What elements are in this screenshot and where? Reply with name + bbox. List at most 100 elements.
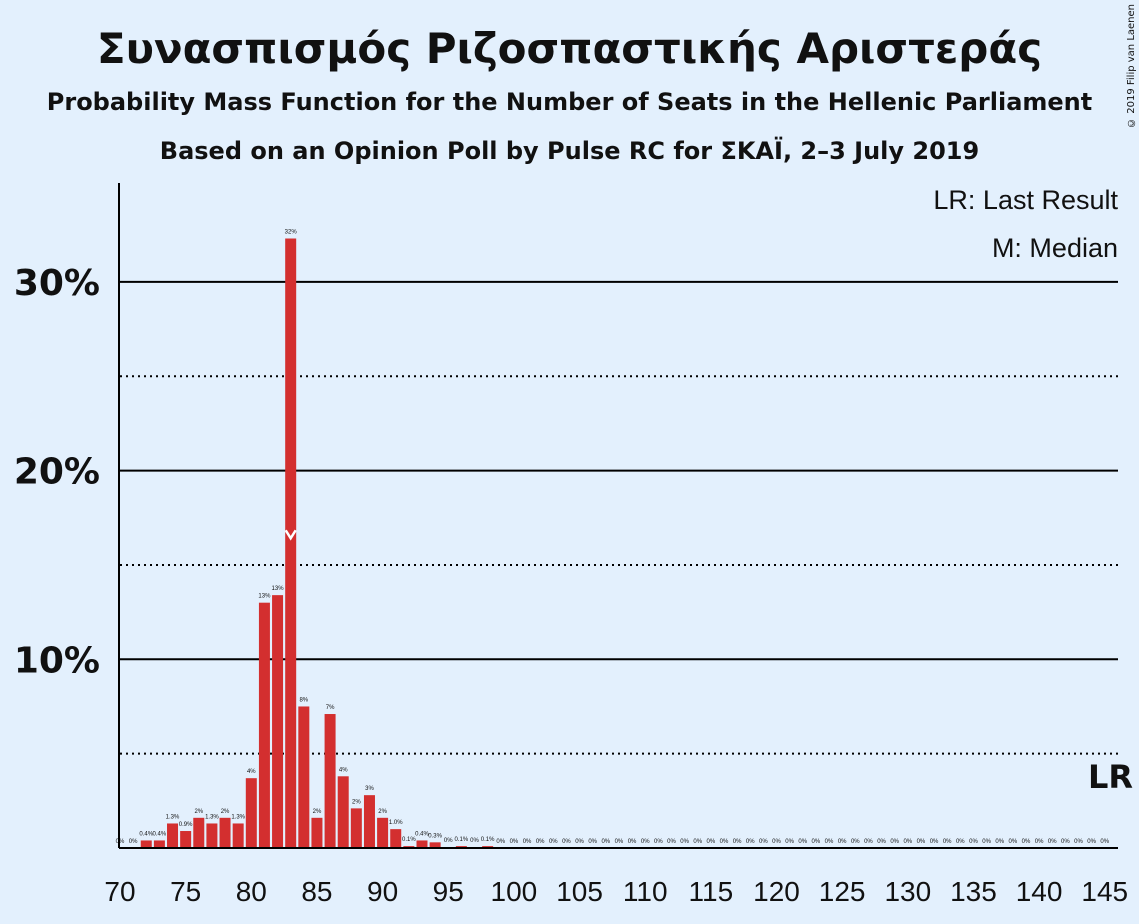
bar-label-112: 0%	[667, 839, 676, 845]
bar-label-136: 0%	[982, 839, 991, 845]
bar-label-108: 0%	[615, 839, 624, 845]
bar-label-97: 0%	[470, 838, 479, 844]
bar-label-109: 0%	[628, 839, 637, 845]
bar-label-76: 2%	[194, 809, 203, 815]
chart-title: Συνασπισμός Ριζοσπαστικής Αριστεράς	[96, 24, 1043, 73]
bar-label-110: 0%	[641, 839, 650, 845]
x-tick-95: 95	[433, 876, 464, 907]
bar-label-118: 0%	[746, 839, 755, 845]
x-tick-100: 100	[491, 876, 538, 907]
bar-label-83: 32%	[285, 229, 298, 235]
bar-label-117: 0%	[733, 839, 742, 845]
bar-seats-81	[258, 602, 270, 848]
bar-label-105: 0%	[575, 839, 584, 845]
bar-label-142: 0%	[1061, 839, 1070, 845]
bar-label-85: 2%	[313, 809, 322, 815]
bar-seats-76	[193, 817, 205, 848]
bar-label-137: 0%	[995, 839, 1004, 845]
bar-label-79: 1.3%	[231, 814, 245, 820]
bar-label-124: 0%	[825, 839, 834, 845]
bar-label-102: 0%	[536, 839, 545, 845]
bar-labels: 0%0%0.4%0.4%1.3%0.9%2%1.3%2%1.3%4%13%13%…	[116, 229, 1110, 845]
bar-label-126: 0%	[851, 839, 860, 845]
bar-label-119: 0%	[759, 839, 768, 845]
bar-seats-90	[377, 817, 389, 848]
x-tick-135: 135	[950, 876, 997, 907]
bar-label-125: 0%	[838, 839, 847, 845]
chart-source-line: Based on an Opinion Poll by Pulse RC for…	[159, 137, 980, 165]
bar-label-121: 0%	[785, 839, 794, 845]
bar-label-133: 0%	[943, 839, 952, 845]
bar-label-77: 1.3%	[205, 814, 219, 820]
bar-label-123: 0%	[812, 839, 821, 845]
bar-seats-85	[311, 817, 323, 848]
bar-label-144: 0%	[1087, 839, 1096, 845]
bar-seats-87	[337, 776, 349, 848]
bar-label-134: 0%	[956, 839, 965, 845]
bar-seats-78	[219, 817, 231, 848]
bar-seats-77	[206, 823, 218, 848]
bar-label-122: 0%	[798, 839, 807, 845]
bar-label-86: 7%	[326, 705, 335, 711]
bar-label-141: 0%	[1048, 839, 1057, 845]
x-tick-labels: 70 75 80 85 90 95 100 105 110 115 120 125 130 135 140 1…	[104, 876, 1128, 907]
bar-label-140: 0%	[1035, 839, 1044, 845]
x-tick-140: 140	[1016, 876, 1063, 907]
bar-label-138: 0%	[1009, 839, 1018, 845]
x-tick-115: 115	[689, 876, 734, 907]
x-tick-110: 110	[623, 876, 668, 907]
y-tick-labels: 10% 20% 30%	[14, 263, 100, 681]
chart-subtitle: Probability Mass Function for the Number…	[46, 88, 1093, 116]
bar-label-91: 1.0%	[389, 820, 403, 826]
bar-label-128: 0%	[877, 839, 886, 845]
bar-seats-75	[180, 831, 192, 848]
bar-label-103: 0%	[549, 839, 558, 845]
bar-seats-88	[350, 808, 362, 848]
bar-seats-82	[272, 595, 284, 848]
bar-seats-72	[140, 840, 152, 848]
bar-label-143: 0%	[1074, 839, 1083, 845]
bar-seats-93	[416, 840, 428, 848]
bar-label-145: 0%	[1100, 839, 1109, 845]
bar-label-93: 0.4%	[415, 831, 429, 837]
legend-last-result: LR: Last Result	[933, 185, 1118, 215]
bar-seats-86	[324, 714, 336, 848]
x-tick-80: 80	[236, 876, 267, 907]
x-tick-70: 70	[104, 876, 135, 907]
axes	[118, 183, 1118, 849]
bar-label-75: 0.9%	[179, 822, 193, 828]
bar-label-101: 0%	[523, 839, 532, 845]
bar-seats-94	[429, 842, 441, 848]
bar-label-131: 0%	[917, 839, 926, 845]
y-tick-10: 10%	[14, 640, 100, 681]
median-marker	[284, 529, 297, 541]
bar-label-70: 0%	[116, 839, 125, 845]
bar-seats-89	[363, 795, 375, 848]
bar-label-88: 2%	[352, 799, 361, 805]
bar-label-99: 0%	[496, 839, 505, 845]
bar-label-132: 0%	[930, 839, 939, 845]
bar-label-81: 13%	[258, 594, 271, 600]
bar-seats-91	[390, 829, 402, 848]
bar-label-74: 1.3%	[166, 814, 180, 820]
legend-median: M: Median	[992, 233, 1118, 263]
bar-label-113: 0%	[680, 839, 689, 845]
bar-label-89: 3%	[365, 786, 374, 792]
y-tick-30: 30%	[14, 263, 100, 304]
x-tick-130: 130	[884, 876, 931, 907]
bar-label-80: 4%	[247, 769, 256, 775]
bar-label-100: 0%	[510, 839, 519, 845]
bar-label-96: 0.1%	[455, 837, 469, 843]
x-tick-105: 105	[556, 876, 603, 907]
bar-label-127: 0%	[864, 839, 873, 845]
bar-label-135: 0%	[969, 839, 978, 845]
bar-label-84: 8%	[299, 697, 308, 703]
bar-label-94: 0.3%	[428, 833, 442, 839]
bar-label-72: 0.4%	[139, 831, 153, 837]
bar-label-71: 0%	[129, 839, 138, 845]
x-tick-75: 75	[170, 876, 201, 907]
bar-seats-74	[167, 823, 179, 848]
bar-label-107: 0%	[601, 839, 610, 845]
bar-seats-83	[285, 238, 297, 848]
